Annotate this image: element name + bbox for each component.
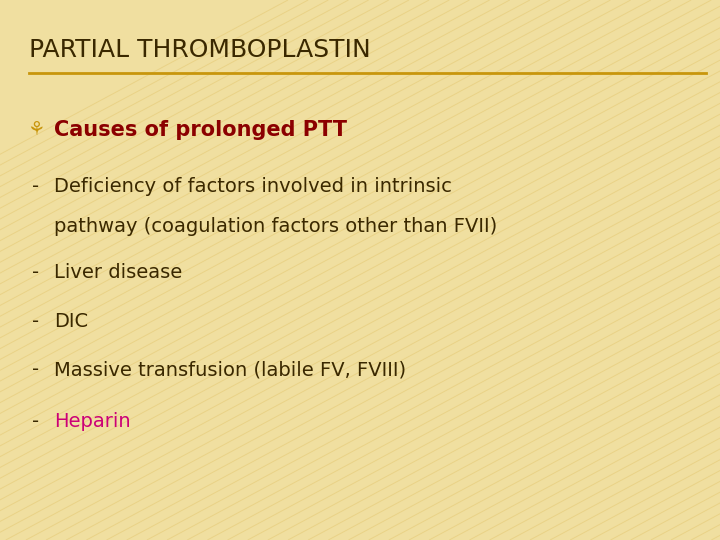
Text: Deficiency of factors involved in intrinsic: Deficiency of factors involved in intrin… — [54, 177, 452, 196]
Text: DIC: DIC — [54, 312, 88, 331]
Text: pathway (coagulation factors other than FVII): pathway (coagulation factors other than … — [54, 217, 498, 237]
Text: Massive transfusion (labile FV, FVIII): Massive transfusion (labile FV, FVIII) — [54, 360, 406, 380]
Text: -: - — [32, 360, 40, 380]
Text: -: - — [32, 263, 40, 282]
Text: Liver disease: Liver disease — [54, 263, 182, 282]
Text: ⚘: ⚘ — [27, 120, 45, 139]
Text: Causes of prolonged PTT: Causes of prolonged PTT — [54, 119, 347, 140]
Text: Heparin: Heparin — [54, 411, 130, 431]
Text: -: - — [32, 312, 40, 331]
Text: PARTIAL THROMBOPLASTIN: PARTIAL THROMBOPLASTIN — [29, 38, 371, 62]
Text: -: - — [32, 177, 40, 196]
Text: -: - — [32, 411, 40, 431]
